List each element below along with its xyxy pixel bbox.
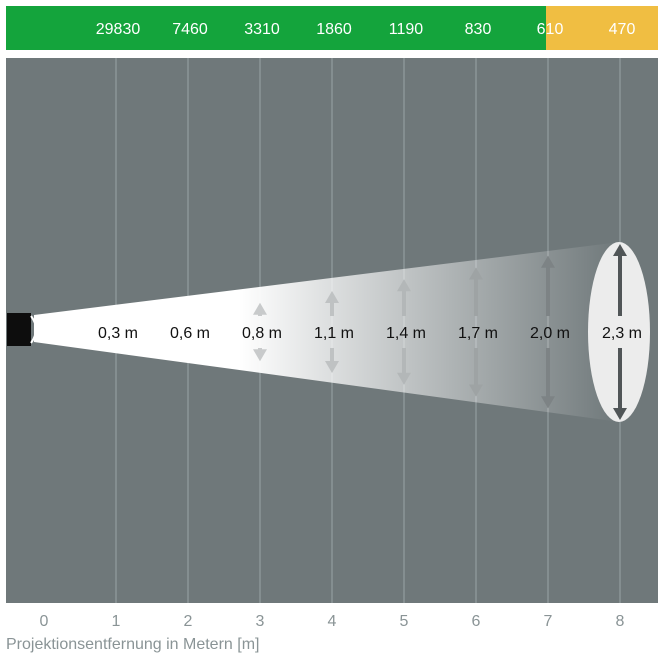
- beam-width-label: 0,3 m: [98, 325, 138, 342]
- distance-tick: 5: [400, 613, 409, 630]
- lux-bar-yellow: [546, 6, 658, 50]
- lux-value: 7460: [172, 21, 208, 38]
- distance-tick-labels: 0 1 2 3 4 5 6 7 8: [40, 613, 625, 630]
- distance-tick: 1: [112, 613, 121, 630]
- width-arrows: [253, 244, 627, 420]
- x-axis-label: Projektionsentfernung in Metern [m]: [6, 636, 260, 653]
- distance-tick: 7: [544, 613, 553, 630]
- width-arrow: [469, 267, 483, 397]
- width-arrow: [541, 255, 555, 409]
- beam-width-label: 1,7 m: [458, 325, 498, 342]
- lux-labels: 29830 7460 3310 1860 1190 830 610 470: [96, 21, 636, 38]
- beam-width-label: 0,8 m: [242, 325, 282, 342]
- distance-tick: 3: [256, 613, 265, 630]
- lux-value: 610: [537, 21, 564, 38]
- beam-width-label: 2,0 m: [530, 325, 570, 342]
- lux-value: 3310: [244, 21, 280, 38]
- beam-end-ellipse: [588, 242, 650, 422]
- beam-width-label: 0,6 m: [170, 325, 210, 342]
- distance-tick: 0: [40, 613, 49, 630]
- distance-tick: 6: [472, 613, 481, 630]
- beam-width-label: 1,4 m: [386, 325, 426, 342]
- lux-value: 470: [609, 21, 636, 38]
- lux-value: 1860: [316, 21, 352, 38]
- lux-value: 1190: [389, 21, 424, 38]
- light-beam: [34, 242, 620, 422]
- width-arrow: [253, 302, 267, 362]
- width-arrow: [325, 290, 339, 374]
- lux-value: 830: [465, 21, 492, 38]
- width-arrow: [613, 244, 627, 420]
- width-labels: 0,3 m 0,6 m 0,8 m 1,1 m 1,4 m 1,7 m 2,0 m 2,3 m: [98, 325, 642, 342]
- lux-value: 29830: [96, 21, 141, 38]
- projector-icon: [7, 313, 31, 346]
- beam-width-label: 1,1 m: [314, 325, 354, 342]
- lux-bar: 29830 7460 3310 1860 1190 830 610 470: [6, 6, 658, 50]
- beam-width-label: 2,3 m: [602, 325, 642, 342]
- distance-tick: 2: [184, 613, 193, 630]
- distance-tick: 8: [616, 613, 625, 630]
- lux-bar-green: [6, 6, 584, 50]
- width-arrow: [397, 279, 411, 385]
- distance-tick: 4: [328, 613, 337, 630]
- projector-lens: [30, 315, 37, 344]
